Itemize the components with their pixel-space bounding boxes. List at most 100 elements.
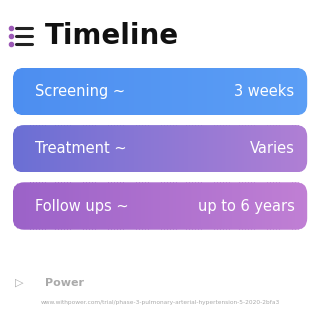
Bar (292, 68, 294, 115)
Bar (206, 182, 207, 230)
Bar (54, 68, 56, 115)
Bar (209, 125, 210, 172)
Bar (167, 68, 169, 115)
Bar (129, 182, 131, 230)
Bar (141, 68, 143, 115)
Bar (184, 68, 185, 115)
Bar (150, 68, 151, 115)
Bar (91, 68, 92, 115)
Text: Timeline: Timeline (45, 22, 179, 50)
Bar (26, 182, 28, 230)
Bar (203, 182, 204, 230)
Bar (176, 182, 178, 230)
Bar (185, 125, 187, 172)
Bar (38, 125, 40, 172)
Bar (290, 68, 291, 115)
Bar (251, 68, 253, 115)
Bar (59, 182, 60, 230)
Bar (59, 68, 60, 115)
Bar (195, 125, 197, 172)
Bar (175, 125, 177, 172)
Bar (259, 182, 260, 230)
Bar (163, 68, 165, 115)
Bar (209, 68, 210, 115)
Bar (254, 68, 256, 115)
Text: 3 weeks: 3 weeks (234, 84, 294, 99)
Bar (61, 125, 63, 172)
Bar (238, 182, 240, 230)
Bar (210, 182, 212, 230)
Bar (81, 182, 82, 230)
Bar (47, 182, 48, 230)
Bar (84, 68, 85, 115)
Bar (54, 125, 56, 172)
Bar (69, 125, 70, 172)
Bar (55, 182, 57, 230)
Bar (304, 125, 306, 172)
Bar (19, 182, 20, 230)
Bar (94, 182, 96, 230)
Bar (260, 125, 262, 172)
Bar (142, 182, 144, 230)
Bar (204, 182, 206, 230)
Bar (250, 125, 252, 172)
Bar (213, 68, 215, 115)
Bar (243, 182, 244, 230)
Bar (60, 68, 62, 115)
Bar (136, 182, 138, 230)
Bar (133, 68, 135, 115)
Bar (207, 182, 209, 230)
Bar (272, 182, 274, 230)
Bar (235, 68, 237, 115)
Bar (300, 68, 302, 115)
Bar (219, 68, 221, 115)
Bar (275, 182, 276, 230)
Bar (50, 182, 52, 230)
Bar (41, 68, 43, 115)
Bar (223, 125, 225, 172)
Bar (162, 125, 163, 172)
Bar (212, 182, 213, 230)
Bar (73, 182, 75, 230)
Bar (245, 125, 247, 172)
Bar (22, 125, 23, 172)
Text: Treatment ~: Treatment ~ (35, 141, 127, 156)
Bar (250, 182, 252, 230)
Bar (114, 182, 116, 230)
Bar (150, 125, 151, 172)
Bar (245, 182, 247, 230)
Bar (111, 125, 113, 172)
Bar (151, 182, 153, 230)
Bar (195, 182, 197, 230)
Bar (38, 68, 40, 115)
Bar (228, 68, 229, 115)
Text: up to 6 years: up to 6 years (197, 198, 294, 214)
Bar (226, 68, 228, 115)
Bar (97, 125, 99, 172)
Bar (63, 182, 65, 230)
Bar (72, 68, 74, 115)
Bar (175, 68, 177, 115)
Bar (154, 125, 156, 172)
Bar (194, 68, 196, 115)
Bar (188, 68, 190, 115)
Bar (141, 182, 143, 230)
Bar (101, 182, 103, 230)
Bar (111, 68, 113, 115)
Bar (303, 68, 305, 115)
Bar (167, 182, 169, 230)
Bar (23, 125, 25, 172)
Bar (42, 68, 44, 115)
Bar (75, 182, 76, 230)
Bar (120, 125, 122, 172)
Bar (133, 125, 135, 172)
Bar (106, 68, 107, 115)
Bar (75, 125, 76, 172)
Bar (239, 182, 241, 230)
Bar (126, 125, 128, 172)
Bar (281, 125, 283, 172)
Bar (241, 182, 243, 230)
Bar (113, 125, 115, 172)
Bar (282, 125, 284, 172)
Bar (266, 68, 268, 115)
